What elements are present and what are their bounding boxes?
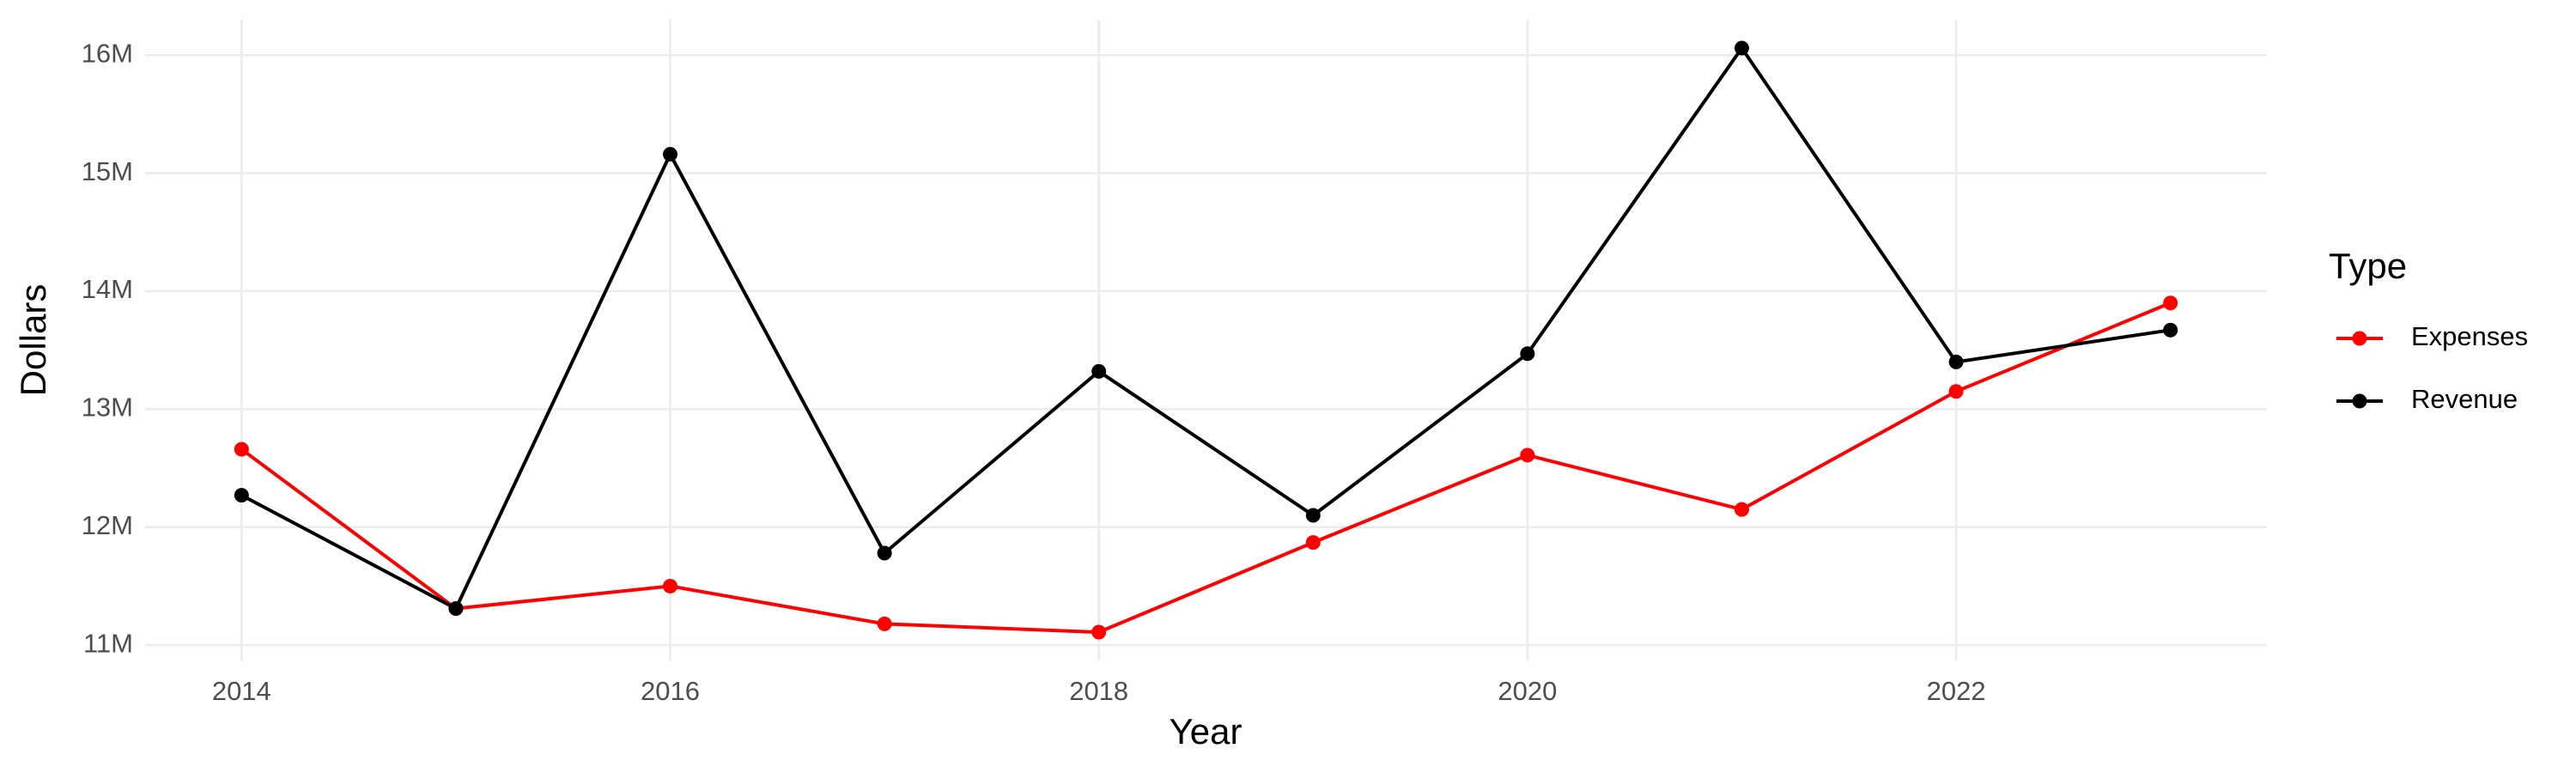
- data-point: [2163, 295, 2178, 311]
- y-axis-title: Dollars: [13, 284, 53, 397]
- legend-title: Type: [2329, 246, 2407, 286]
- data-point: [1520, 447, 1535, 463]
- data-point: [448, 601, 464, 617]
- series-line: [240, 301, 2172, 635]
- data-point: [1734, 40, 1749, 56]
- legend-label: Revenue: [2411, 384, 2518, 414]
- data-point: [1948, 354, 1964, 369]
- data-point: [1305, 508, 1321, 523]
- x-tick-label: 2016: [641, 676, 700, 706]
- y-tick-label: 11M: [83, 628, 133, 658]
- x-tick-label: 2018: [1069, 676, 1128, 706]
- data-point: [1091, 624, 1107, 640]
- data-point: [1734, 502, 1749, 517]
- data-point: [663, 578, 678, 593]
- x-tick-label: 2014: [212, 676, 271, 706]
- data-point: [1520, 346, 1535, 362]
- data-point: [663, 147, 678, 162]
- data-point: [2163, 322, 2178, 338]
- y-tick-label: 12M: [82, 510, 133, 540]
- data-point: [877, 545, 892, 561]
- data-point: [234, 441, 249, 457]
- legend-key-point: [2352, 393, 2367, 409]
- data-point: [1305, 535, 1321, 551]
- y-tick-label: 16M: [82, 38, 133, 68]
- y-tick-label: 14M: [82, 274, 133, 304]
- x-tick-label: 2022: [1927, 676, 1986, 706]
- series-line: [240, 45, 2171, 612]
- data-point: [234, 488, 249, 503]
- data-point: [1948, 384, 1964, 399]
- data-point: [1091, 363, 1107, 379]
- legend-label: Expenses: [2411, 321, 2528, 351]
- legend-key-point: [2352, 331, 2367, 346]
- x-tick-label: 2020: [1498, 676, 1557, 706]
- data-point: [877, 616, 892, 631]
- y-tick-label: 13M: [82, 393, 133, 423]
- x-axis-title: Year: [1170, 711, 1242, 752]
- y-tick-label: 15M: [82, 156, 133, 186]
